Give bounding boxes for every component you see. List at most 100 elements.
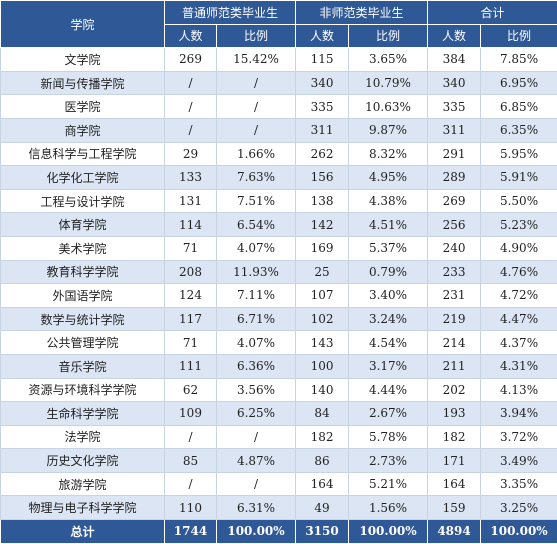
cell-non-normal-ratio: 5.78% <box>349 425 428 449</box>
cell-total-ratio: 5.23% <box>481 213 557 237</box>
cell-normal-count: / <box>165 472 217 496</box>
cell-non-normal-ratio: 3.24% <box>349 307 428 331</box>
cell-non-normal-count: 100 <box>296 354 349 378</box>
cell-non-normal-ratio: 1.56% <box>349 496 428 520</box>
total-non-normal-count: 3150 <box>296 520 349 544</box>
cell-college: 美术学院 <box>1 236 165 260</box>
cell-college: 数学与统计学院 <box>1 307 165 331</box>
cell-normal-ratio: / <box>217 425 296 449</box>
cell-normal-count: 111 <box>165 354 217 378</box>
cell-total-count: 256 <box>428 213 481 237</box>
cell-non-normal-ratio: 4.95% <box>349 166 428 190</box>
cell-normal-ratio: 4.87% <box>217 449 296 473</box>
cell-non-normal-ratio: 4.44% <box>349 378 428 402</box>
cell-total-count: 159 <box>428 496 481 520</box>
header-count: 人数 <box>296 24 349 48</box>
cell-college: 化学化工学院 <box>1 166 165 190</box>
cell-normal-count: 71 <box>165 331 217 355</box>
header-count: 人数 <box>428 24 481 48</box>
header-non-normal-graduates: 非师范类毕业生 <box>296 1 428 25</box>
total-normal-ratio: 100.00% <box>217 520 296 544</box>
cell-normal-ratio: 7.51% <box>217 189 296 213</box>
cell-college: 资源与环境科学学院 <box>1 378 165 402</box>
total-normal-count: 1744 <box>165 520 217 544</box>
cell-non-normal-ratio: 2.73% <box>349 449 428 473</box>
cell-non-normal-ratio: 5.21% <box>349 472 428 496</box>
cell-college: 体育学院 <box>1 213 165 237</box>
cell-total-ratio: 7.85% <box>481 48 557 72</box>
cell-total-count: 289 <box>428 166 481 190</box>
cell-non-normal-count: 143 <box>296 331 349 355</box>
cell-non-normal-count: 86 <box>296 449 349 473</box>
cell-normal-ratio: 6.36% <box>217 354 296 378</box>
cell-college: 生命科学学院 <box>1 402 165 426</box>
cell-total-count: 211 <box>428 354 481 378</box>
cell-college: 医学院 <box>1 95 165 119</box>
total-row: 总计 1744 100.00% 3150 100.00% 4894 100.00… <box>1 520 557 544</box>
cell-non-normal-count: 335 <box>296 95 349 119</box>
cell-normal-ratio: / <box>217 472 296 496</box>
cell-normal-count: 208 <box>165 260 217 284</box>
cell-normal-ratio: 4.07% <box>217 236 296 260</box>
cell-total-ratio: 4.37% <box>481 331 557 355</box>
cell-normal-count: / <box>165 95 217 119</box>
cell-total-count: 335 <box>428 95 481 119</box>
cell-total-ratio: 3.25% <box>481 496 557 520</box>
cell-total-count: 171 <box>428 449 481 473</box>
cell-college: 文学院 <box>1 48 165 72</box>
cell-non-normal-ratio: 9.87% <box>349 118 428 142</box>
cell-total-count: 164 <box>428 472 481 496</box>
cell-non-normal-count: 340 <box>296 71 349 95</box>
header-total: 合计 <box>428 1 557 25</box>
header-college: 学院 <box>1 1 165 48</box>
cell-non-normal-count: 182 <box>296 425 349 449</box>
cell-total-count: 219 <box>428 307 481 331</box>
cell-total-ratio: 3.94% <box>481 402 557 426</box>
cell-non-normal-count: 311 <box>296 118 349 142</box>
cell-normal-count: 110 <box>165 496 217 520</box>
cell-total-ratio: 6.95% <box>481 71 557 95</box>
cell-normal-count: / <box>165 118 217 142</box>
cell-normal-count: 71 <box>165 236 217 260</box>
cell-total-count: 233 <box>428 260 481 284</box>
cell-normal-count: 114 <box>165 213 217 237</box>
cell-normal-ratio: 3.56% <box>217 378 296 402</box>
total-count: 4894 <box>428 520 481 544</box>
header-normal-graduates: 普通师范类毕业生 <box>165 1 296 25</box>
cell-normal-ratio: / <box>217 118 296 142</box>
cell-normal-count: 133 <box>165 166 217 190</box>
cell-normal-ratio: 6.71% <box>217 307 296 331</box>
cell-college: 法学院 <box>1 425 165 449</box>
cell-total-ratio: 4.47% <box>481 307 557 331</box>
total-non-normal-ratio: 100.00% <box>349 520 428 544</box>
cell-non-normal-ratio: 8.32% <box>349 142 428 166</box>
cell-non-normal-ratio: 4.51% <box>349 213 428 237</box>
cell-total-count: 291 <box>428 142 481 166</box>
cell-total-ratio: 4.31% <box>481 354 557 378</box>
cell-total-count: 231 <box>428 284 481 308</box>
cell-college: 外国语学院 <box>1 284 165 308</box>
cell-normal-ratio: 15.42% <box>217 48 296 72</box>
cell-normal-ratio: 6.54% <box>217 213 296 237</box>
cell-non-normal-count: 138 <box>296 189 349 213</box>
header-ratio: 比例 <box>349 24 428 48</box>
cell-normal-ratio: / <box>217 71 296 95</box>
cell-non-normal-ratio: 3.17% <box>349 354 428 378</box>
cell-normal-count: 29 <box>165 142 217 166</box>
cell-non-normal-ratio: 2.67% <box>349 402 428 426</box>
cell-normal-ratio: 4.07% <box>217 331 296 355</box>
cell-non-normal-count: 107 <box>296 284 349 308</box>
cell-non-normal-count: 84 <box>296 402 349 426</box>
cell-normal-ratio: / <box>217 95 296 119</box>
cell-normal-ratio: 7.63% <box>217 166 296 190</box>
